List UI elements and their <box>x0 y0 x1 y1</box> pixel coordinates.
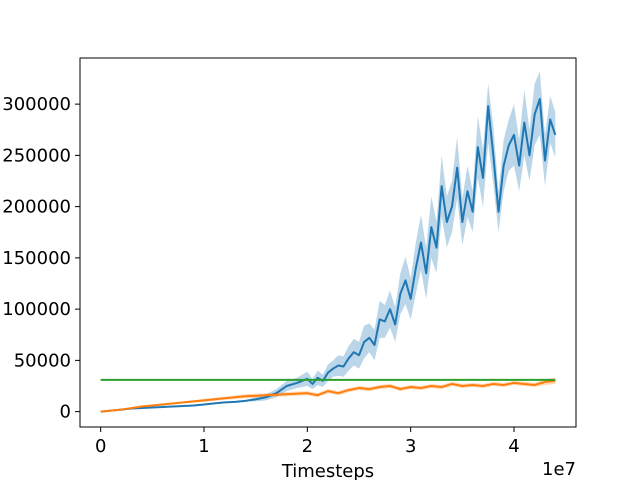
y-tick-label: 50000 <box>14 350 71 371</box>
x-axis-ticks: 0 1 2 3 4 <box>95 427 520 457</box>
y-tick-label: 250000 <box>2 145 71 166</box>
y-tick-label: 150000 <box>2 248 71 269</box>
y-tick-label: 200000 <box>2 197 71 218</box>
plot-frame <box>79 57 577 428</box>
y-tick-label: 0 <box>60 402 71 423</box>
series-lines <box>100 98 557 413</box>
series-1-line <box>100 98 557 413</box>
x-tick-label: 4 <box>508 436 519 457</box>
series-2-line <box>100 379 556 413</box>
y-tick-label: 100000 <box>2 299 71 320</box>
x-tick-label: 0 <box>95 436 106 457</box>
x-tick-label: 2 <box>302 436 313 457</box>
x-axis-offset-label: 1e7 <box>542 459 576 480</box>
y-tick-label: 300000 <box>2 94 71 115</box>
series-1-band <box>100 71 556 412</box>
y-axis-ticks: 0 50000 100000 150000 200000 250000 300000 <box>2 94 80 423</box>
x-tick-label: 3 <box>405 436 416 457</box>
x-tick-label: 1 <box>198 436 209 457</box>
x-axis-label: Timesteps <box>281 461 374 480</box>
